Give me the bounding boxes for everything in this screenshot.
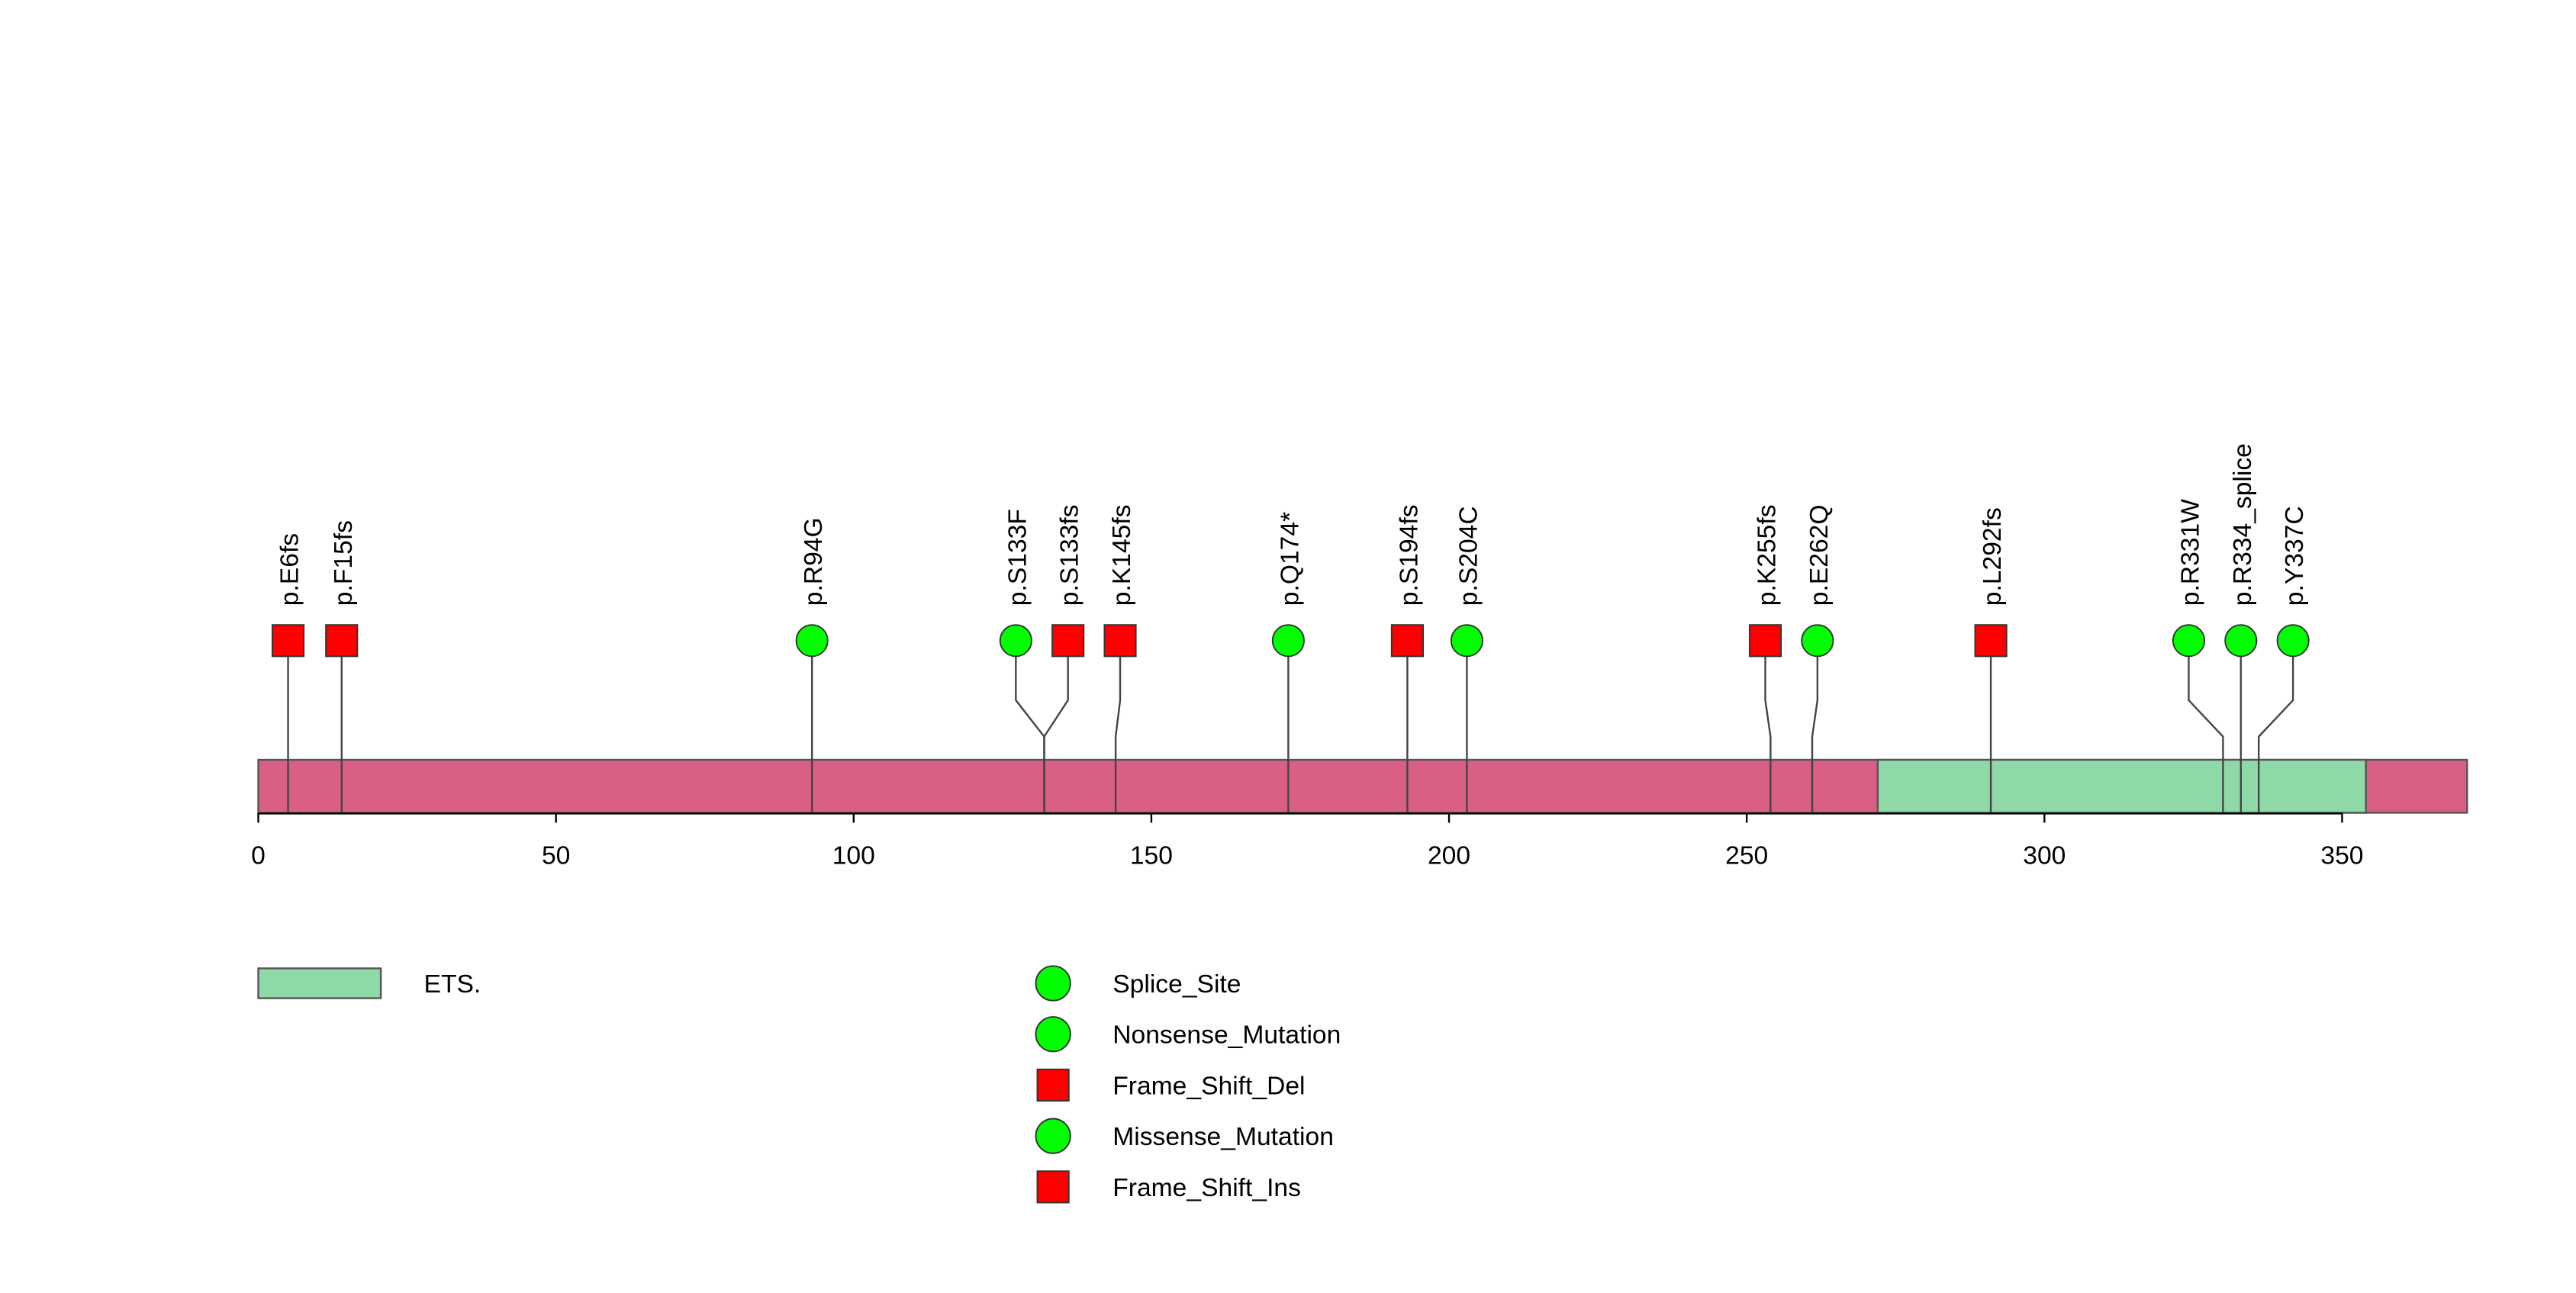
- mutation-label: p.L292fs: [1979, 507, 2007, 606]
- legend-type-circle: [1035, 965, 1071, 1002]
- mutation-label: p.K145fs: [1108, 504, 1136, 606]
- mutation-marker-circle: [1450, 624, 1484, 658]
- mutation-marker-circle: [2172, 624, 2206, 658]
- legend-type-square: [1036, 1170, 1070, 1204]
- legend-domain-swatch: [257, 967, 382, 999]
- mutation-label: p.Y337C: [2281, 506, 2309, 606]
- mutation-label: p.E6fs: [276, 533, 304, 606]
- mutation-label: p.R334_splice: [2229, 443, 2257, 606]
- x-tick-label: 250: [1725, 842, 1768, 870]
- legend-type-circle: [1035, 1016, 1071, 1053]
- domain-legend: ETS.: [257, 967, 481, 999]
- mutation-label: p.K255fs: [1753, 504, 1782, 606]
- x-tick-label: 200: [1428, 842, 1470, 870]
- mutation-markers: [271, 624, 2310, 658]
- mutation-marker-square: [271, 624, 305, 658]
- mutation-label: p.F15fs: [330, 520, 358, 606]
- legend-type-label: Splice_Site: [1113, 970, 1241, 999]
- x-tick-label: 0: [251, 842, 266, 870]
- mutation-marker-square: [1051, 624, 1085, 658]
- mutation-stem: [1811, 640, 1819, 813]
- mutation-label: p.S133fs: [1056, 504, 1084, 606]
- x-tick-label: 150: [1130, 842, 1173, 870]
- legend-type-label: Frame_Shift_Ins: [1113, 1174, 1301, 1202]
- mutation-marker-circle: [1801, 624, 1834, 658]
- mutation-marker-square: [1974, 624, 2008, 658]
- mutation-marker-square: [325, 624, 359, 658]
- mutation-label: p.R331W: [2176, 499, 2204, 606]
- mutation-stem: [2188, 640, 2224, 813]
- mutation-label: p.S133F: [1003, 509, 1032, 606]
- x-axis: 0 50 100 150 200 250 300 350: [251, 812, 2363, 870]
- legend-type-label: Frame_Shift_Del: [1113, 1072, 1305, 1100]
- mutation-marker-circle: [2224, 624, 2258, 658]
- mutation-type-legend: Splice_Site Nonsense_Mutation Frame_Shift_…: [1035, 965, 1341, 1204]
- mutation-marker-square: [1390, 624, 1424, 658]
- mutation-marker-square: [1103, 624, 1137, 658]
- mutation-label: p.S204C: [1454, 506, 1483, 606]
- mutation-stem: [1114, 640, 1122, 813]
- mutation-stems: [287, 640, 2294, 813]
- protein-backbone-group: [257, 758, 2468, 814]
- mutation-label: p.R94G: [800, 517, 828, 606]
- legend-type-square: [1036, 1068, 1070, 1102]
- mutation-stem: [2258, 640, 2294, 813]
- mutation-marker-square: [1748, 624, 1782, 658]
- legend-type-label: Nonsense_Mutation: [1113, 1021, 1341, 1050]
- x-tick-label: 350: [2320, 842, 2363, 870]
- domain-ets: [1876, 758, 2367, 814]
- legend-type-label: Missense_Mutation: [1113, 1123, 1334, 1151]
- x-tick-label: 50: [542, 842, 570, 870]
- legend-domain-label: ETS.: [424, 970, 481, 999]
- mutation-stem: [1764, 640, 1772, 813]
- legend-type-circle: [1035, 1118, 1071, 1154]
- x-tick-label: 300: [2023, 842, 2066, 870]
- mutation-labels: p.E6fs p.F15fs p.R94G p.S133F p.S133fs p.K145…: [276, 443, 2310, 606]
- mutation-marker-circle: [1271, 624, 1305, 658]
- mutation-label: p.S194fs: [1395, 504, 1423, 606]
- mutation-marker-circle: [999, 624, 1032, 658]
- mutation-stem: [1043, 640, 1069, 813]
- x-tick-label: 100: [832, 842, 875, 870]
- mutation-label: p.Q174*: [1276, 512, 1304, 606]
- mutation-marker-circle: [795, 624, 829, 658]
- mutation-marker-circle: [2276, 624, 2310, 658]
- mutation-label: p.E262Q: [1805, 504, 1834, 606]
